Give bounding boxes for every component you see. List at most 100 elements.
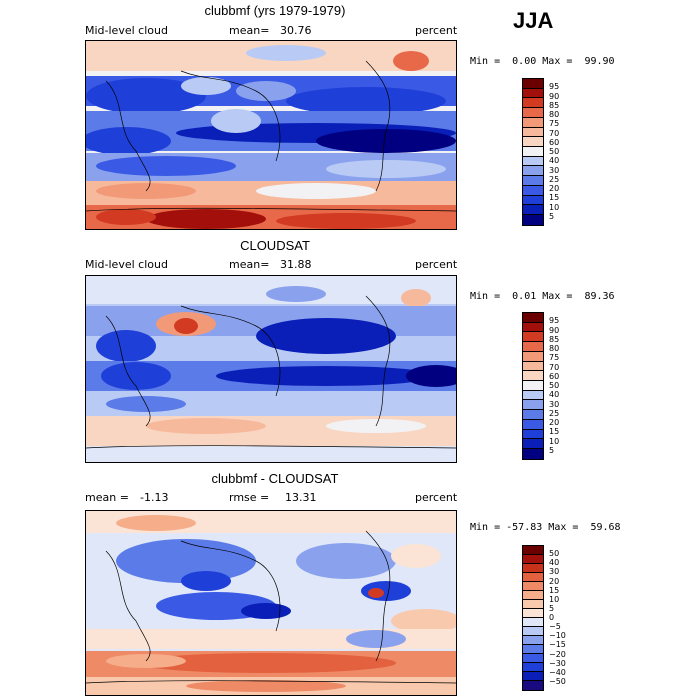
panel-obs-max-label: Max = [542, 291, 573, 302]
panel-model-mean-value: 30.76 [280, 24, 312, 37]
map-obs [85, 275, 457, 463]
colorbar-swatch [523, 400, 543, 411]
colorbar-tick-label: 40 [549, 558, 560, 568]
colorbar-tick-label: 90 [549, 325, 560, 335]
colorbar-swatch [523, 439, 543, 450]
colorbar-model-labels: 95 90 85 80 75 70 60 50 40 30 25 20 15 10 5 [549, 78, 579, 226]
colorbar-tick-label: 60 [549, 137, 560, 147]
panel-obs-min-label: Min = [470, 291, 501, 302]
colorbar-tick-label: 10 [549, 202, 560, 212]
colorbar-swatch [523, 429, 543, 440]
colorbar-tick-label: 30 [549, 399, 560, 409]
colorbar-tick-label: 85 [549, 334, 560, 344]
colorbar-tick-label: 15 [549, 427, 560, 437]
colorbar-obs [522, 312, 544, 460]
colorbar-swatch [523, 627, 543, 636]
panel-diff-mean-value: -1.13 [140, 491, 169, 504]
colorbar-swatch [523, 215, 543, 225]
colorbar-swatch [523, 636, 543, 645]
colorbar-swatch [523, 390, 543, 401]
colorbar-swatch [523, 156, 543, 167]
colorbar-swatch [523, 79, 543, 89]
colorbar-swatch [523, 663, 543, 672]
colorbar-tick-label: 50 [549, 549, 560, 559]
colorbar-tick-label: 25 [549, 408, 560, 418]
colorbar-swatch [523, 681, 543, 690]
colorbar-model [522, 78, 544, 226]
colorbar-tick-label: 15 [549, 193, 560, 203]
colorbar-tick-label: −15 [549, 640, 566, 650]
colorbar-swatch [523, 361, 543, 372]
colorbar-tick-label: 30 [549, 567, 560, 577]
colorbar-swatch [523, 564, 543, 573]
panel-obs-title: CLOUDSAT [240, 238, 310, 253]
panel-model-units: percent [415, 24, 458, 37]
colorbar-tick-label: 5 [549, 445, 555, 455]
colorbar-tick-label: 75 [549, 119, 560, 129]
panel-diff-rmse-label: rmse = [229, 491, 270, 504]
colorbar-swatch [523, 582, 543, 591]
colorbar-obs-labels: 95 90 85 80 75 70 60 50 40 30 25 20 15 10 5 [549, 312, 579, 460]
panel-model-max-value: 99.90 [584, 56, 615, 67]
colorbar-tick-label: 30 [549, 165, 560, 175]
colorbar-tick-label: 25 [549, 174, 560, 184]
panel-diff-max-label: Max = [548, 522, 579, 533]
colorbar-tick-label: 85 [549, 100, 560, 110]
panel-diff-units: percent [415, 491, 458, 504]
panel-model-mean-label: mean= [229, 24, 270, 37]
colorbar-tick-label: 20 [549, 576, 560, 586]
panel-model-variable: Mid-level cloud [85, 24, 168, 37]
colorbar-swatch [523, 645, 543, 654]
colorbar-tick-label: 70 [549, 362, 560, 372]
panel-obs-variable: Mid-level cloud [85, 258, 168, 271]
panel-model-min-value: 0.00 [512, 56, 537, 67]
panel-obs-mean-value: 31.88 [280, 258, 312, 271]
map-diff-field [86, 511, 456, 695]
map-model [85, 40, 457, 230]
colorbar-swatch [523, 313, 543, 323]
colorbar-tick-label: 70 [549, 128, 560, 138]
panel-obs-min-value: 0.01 [512, 291, 537, 302]
colorbar-swatch [523, 600, 543, 609]
colorbar-swatch [523, 137, 543, 148]
colorbar-tick-label: 60 [549, 371, 560, 381]
map-obs-field [86, 276, 456, 462]
colorbar-swatch [523, 98, 543, 109]
colorbar-tick-label: 75 [549, 353, 560, 363]
map-diff [85, 510, 457, 696]
colorbar-swatch [523, 342, 543, 352]
panel-model-title: clubbmf (yrs 1979-1979) [204, 3, 346, 18]
colorbar-tick-label: −10 [549, 631, 566, 641]
panel-diff-min-value: -57.83 [506, 522, 543, 533]
panel-obs-units: percent [415, 258, 458, 271]
panel-obs-mean-label: mean= [229, 258, 270, 271]
panel-diff-rmse-value: 13.31 [285, 491, 317, 504]
panel-diff-mean-label: mean = [85, 491, 129, 504]
colorbar-diff [522, 545, 544, 691]
colorbar-tick-label: 10 [549, 594, 560, 604]
colorbar-swatch [523, 449, 543, 459]
colorbar-swatch [523, 117, 543, 128]
colorbar-tick-label: 0 [549, 613, 555, 622]
colorbar-tick-label: 5 [549, 603, 555, 613]
colorbar-swatch [523, 609, 543, 618]
colorbar-swatch [523, 147, 543, 157]
colorbar-tick-label: 80 [549, 344, 560, 353]
colorbar-swatch [523, 322, 543, 333]
colorbar-tick-label: 40 [549, 390, 560, 400]
colorbar-swatch [523, 672, 543, 681]
colorbar-swatch [523, 654, 543, 663]
colorbar-swatch [523, 371, 543, 382]
colorbar-swatch [523, 176, 543, 186]
panel-model-max-label: Max = [542, 56, 573, 67]
colorbar-swatch [523, 591, 543, 600]
colorbar-tick-label: 50 [549, 381, 560, 390]
panel-model-minmax: Min = 0.00 Max = 99.90 [470, 56, 615, 67]
colorbar-swatch [523, 351, 543, 362]
colorbar-tick-label: 95 [549, 82, 560, 92]
colorbar-swatch [523, 108, 543, 118]
colorbar-tick-label: −40 [549, 667, 566, 677]
colorbar-tick-label: −5 [549, 622, 561, 632]
colorbar-swatch [523, 573, 543, 582]
colorbar-swatch [523, 185, 543, 196]
